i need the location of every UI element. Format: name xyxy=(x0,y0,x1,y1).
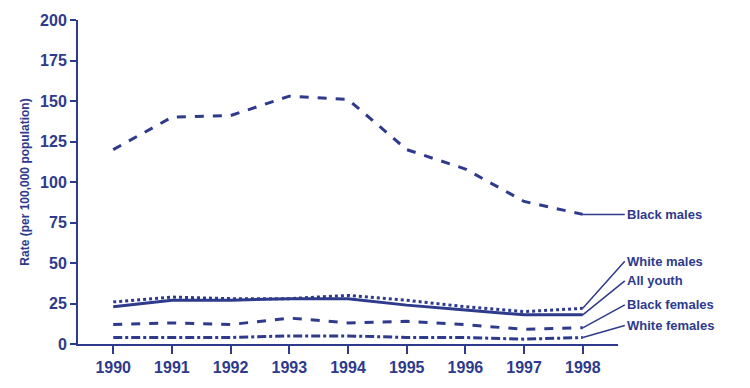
svg-text:1993: 1993 xyxy=(272,359,308,376)
svg-text:White females: White females xyxy=(627,318,714,333)
svg-text:Rate (per 100,000 population): Rate (per 100,000 population) xyxy=(18,98,32,265)
svg-text:1991: 1991 xyxy=(154,359,190,376)
svg-text:Black females: Black females xyxy=(627,297,714,312)
svg-text:1995: 1995 xyxy=(389,359,425,376)
svg-text:1996: 1996 xyxy=(448,359,484,376)
svg-text:1994: 1994 xyxy=(330,359,366,376)
svg-text:175: 175 xyxy=(40,52,67,69)
svg-text:1990: 1990 xyxy=(95,359,131,376)
svg-text:75: 75 xyxy=(49,214,67,231)
svg-text:200: 200 xyxy=(40,12,67,29)
svg-text:125: 125 xyxy=(40,133,67,150)
svg-text:25: 25 xyxy=(49,295,67,312)
svg-text:100: 100 xyxy=(40,174,67,191)
svg-text:1997: 1997 xyxy=(506,359,542,376)
svg-text:0: 0 xyxy=(58,336,67,353)
svg-text:1998: 1998 xyxy=(565,359,601,376)
svg-text:White males: White males xyxy=(627,254,703,269)
svg-text:All youth: All youth xyxy=(627,273,683,288)
svg-text:Black males: Black males xyxy=(627,207,702,222)
svg-text:150: 150 xyxy=(40,93,67,110)
svg-text:50: 50 xyxy=(49,255,67,272)
svg-text:1992: 1992 xyxy=(213,359,249,376)
